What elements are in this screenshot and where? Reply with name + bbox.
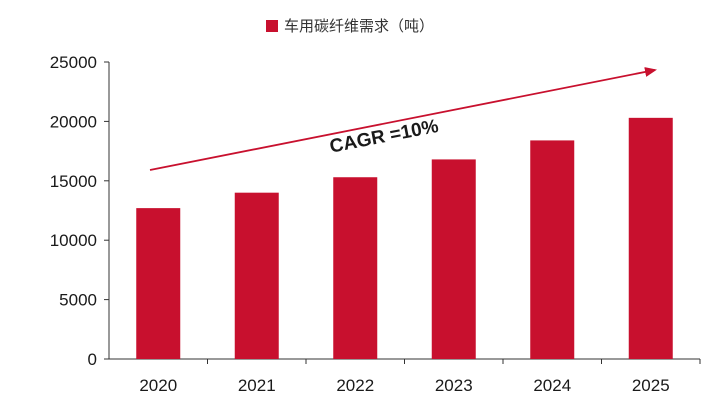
bar — [234, 192, 279, 359]
y-tick-label: 5000 — [59, 291, 97, 310]
y-axis: 0 5000 10000 15000 20000 25000 — [50, 53, 110, 369]
bar — [431, 159, 476, 359]
y-tick-label: 20000 — [50, 112, 97, 131]
legend-swatch — [266, 20, 278, 32]
y-tick-label: 15000 — [50, 172, 97, 191]
cagr-annotation: CAGR =10% — [149, 67, 657, 171]
x-axis: 2020 2021 2022 2023 2024 2025 — [109, 358, 701, 395]
x-tick-label: 2021 — [238, 376, 276, 395]
y-tick-label: 25000 — [50, 53, 97, 72]
bar — [136, 208, 181, 359]
bar-series — [136, 117, 673, 359]
legend-label: 车用碳纤维需求（吨） — [284, 17, 434, 35]
x-tick-label: 2025 — [632, 376, 670, 395]
trend-arrow — [149, 67, 657, 171]
bar — [530, 140, 575, 359]
x-tick-label: 2022 — [336, 376, 374, 395]
x-tick-label: 2024 — [533, 376, 571, 395]
legend: 车用碳纤维需求（吨） — [266, 17, 434, 35]
cagr-label: CAGR =10% — [328, 116, 440, 158]
bar — [333, 177, 378, 359]
x-tick-label: 2020 — [139, 376, 177, 395]
y-tick-label: 10000 — [50, 231, 97, 250]
y-tick-label: 0 — [88, 350, 97, 369]
bar — [628, 117, 673, 359]
x-tick-label: 2023 — [435, 376, 473, 395]
